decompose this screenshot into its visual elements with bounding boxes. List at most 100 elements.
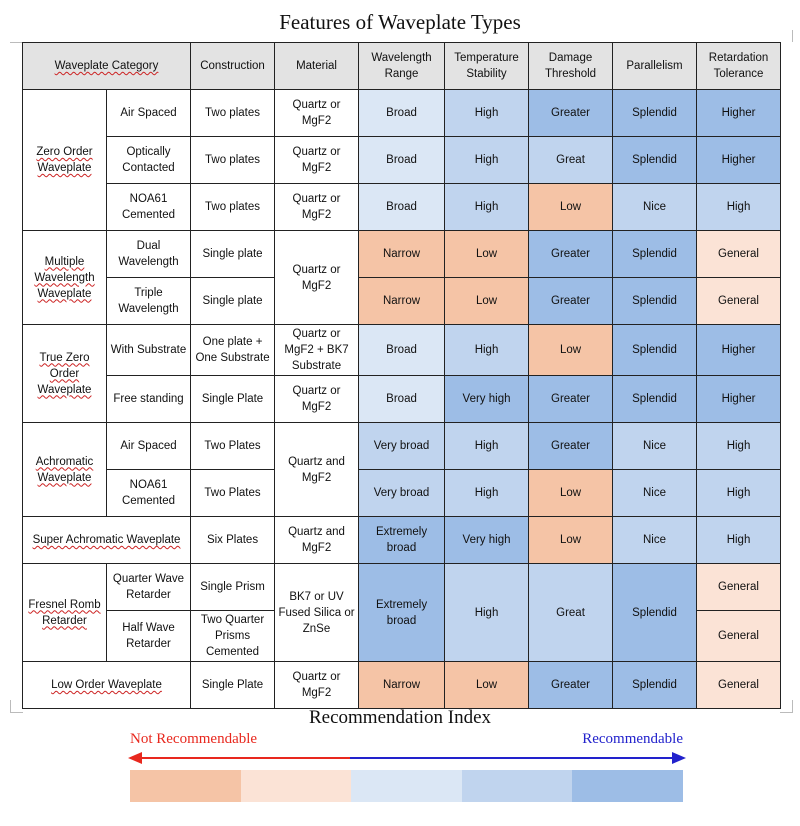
parallelism-cell: Splendid — [612, 89, 698, 137]
corner-mark — [780, 30, 793, 42]
corner-mark — [10, 700, 23, 713]
damage-cell: Great — [528, 563, 614, 662]
parallelism-cell: Splendid — [612, 563, 698, 662]
group-low-order: Low Order Waveplate — [21, 661, 192, 709]
subtype-cell: NOA61 Cemented — [105, 183, 192, 231]
damage-cell: Low — [528, 516, 614, 564]
retardation-cell: Higher — [696, 89, 782, 137]
waveplate-features-table: Waveplate Category Construction Material… — [21, 42, 782, 709]
temperature-cell: Very high — [444, 516, 530, 564]
group-true-zero-order: True Zero Order Waveplate — [22, 324, 107, 423]
wavelength-cell: Narrow — [358, 661, 446, 709]
temperature-cell: High — [444, 469, 530, 517]
temperature-cell: Low — [444, 277, 530, 325]
table-row: Multiple Wavelength Waveplate Dual Wavel… — [22, 230, 782, 325]
retardation-cell: High — [696, 183, 782, 231]
construction-cell: Single Plate — [190, 375, 276, 423]
temperature-cell: Very high — [444, 375, 530, 423]
recommendation-color-scale — [130, 770, 683, 802]
group-label: Low Order Waveplate — [51, 679, 162, 691]
recommendation-arrow-icon — [128, 752, 686, 764]
parallelism-cell: Nice — [612, 422, 698, 470]
wavelength-cell: Extremely broad — [358, 516, 446, 564]
subtype-cell: Half Wave Retarder — [105, 610, 192, 662]
material-cell: Quartz or MgF2 — [274, 375, 360, 423]
temperature-cell: High — [444, 183, 530, 231]
retardation-cell: General — [696, 610, 782, 662]
header-parallelism: Parallelism — [612, 42, 698, 90]
temperature-cell: Low — [444, 230, 530, 278]
table-row: Half Wave Retarder Two Quarter Prisms Ce… — [23, 610, 782, 662]
subtype-cell: Air Spaced — [105, 89, 192, 137]
damage-cell: Greater — [528, 230, 614, 278]
temperature-cell: Low — [444, 661, 530, 709]
damage-cell: Low — [528, 183, 614, 231]
parallelism-cell: Splendid — [612, 277, 698, 325]
temperature-cell: High — [444, 422, 530, 470]
retardation-cell: Higher — [696, 375, 782, 423]
material-cell: Quartz or MgF2 — [274, 661, 360, 709]
table-row: Super Achromatic Waveplate Six Plates Qu… — [21, 516, 782, 564]
temperature-cell: High — [444, 89, 530, 137]
group-label: Super Achromatic Waveplate — [32, 534, 181, 546]
header-category-text: Waveplate Category — [54, 60, 159, 72]
subtype-cell: Optically Contacted — [105, 136, 192, 184]
table-row: True Zero Order Waveplate With Substrate… — [22, 324, 782, 423]
material-cell: Quartz or MgF2 — [274, 183, 360, 231]
retardation-cell: General — [696, 563, 782, 611]
arrow-left-head — [128, 752, 142, 764]
subtype-cell: Quarter Wave Retarder — [105, 563, 192, 611]
construction-cell: Single plate — [190, 277, 276, 325]
construction-cell: Two Plates — [190, 422, 276, 470]
damage-cell: Greater — [528, 277, 614, 325]
construction-cell: Two Plates — [190, 469, 276, 517]
damage-cell: Great — [528, 136, 614, 184]
material-cell: Quartz or MgF2 — [274, 89, 360, 137]
group-achromatic: Achromatic Waveplate — [22, 422, 107, 517]
damage-cell: Greater — [528, 661, 614, 709]
retardation-cell: General — [696, 661, 782, 709]
construction-cell: Two plates — [190, 89, 276, 137]
retardation-cell: High — [696, 422, 782, 470]
wavelength-cell: Narrow — [358, 230, 446, 278]
page-title: Features of Waveplate Types — [279, 10, 521, 34]
group-fresnel-romb: Fresnel Romb Retarder — [22, 563, 107, 662]
retardation-cell: General — [696, 230, 782, 278]
scale-swatch-3 — [351, 770, 462, 802]
construction-cell: Six Plates — [190, 516, 276, 564]
scale-swatch-5 — [572, 770, 683, 802]
construction-cell: One plate + One Substrate — [190, 324, 276, 376]
subtype-cell: Free standing — [105, 375, 192, 423]
subtype-cell: NOA61 Cemented — [105, 469, 192, 517]
table-row: Zero Order Waveplate Air Spaced Two plat… — [22, 89, 782, 231]
material-cell: Quartz and MgF2 — [274, 422, 360, 517]
parallelism-cell: Splendid — [612, 324, 698, 376]
scale-swatch-4 — [461, 770, 573, 802]
temperature-cell: High — [444, 563, 530, 662]
header-damage: Damage Threshold — [528, 42, 614, 90]
header-material: Material — [274, 42, 360, 90]
table-row: Achromatic Waveplate Air Spaced Two Plat… — [22, 422, 782, 517]
corner-mark — [780, 700, 793, 713]
damage-cell: Greater — [528, 375, 614, 423]
parallelism-cell: Splendid — [612, 661, 698, 709]
header-category: Waveplate Category — [21, 42, 192, 90]
wavelength-cell: Broad — [358, 183, 446, 231]
material-cell: Quartz and MgF2 — [274, 516, 360, 564]
wavelength-cell: Narrow — [358, 277, 446, 325]
parallelism-cell: Splendid — [612, 230, 698, 278]
wavelength-cell: Extremely broad — [358, 563, 446, 662]
wavelength-cell: Broad — [358, 324, 446, 376]
group-label: True Zero Order Waveplate — [37, 351, 92, 396]
damage-cell: Low — [528, 469, 614, 517]
retardation-cell: General — [696, 277, 782, 325]
subtype-cell: With Substrate — [105, 324, 192, 376]
header-construction: Construction — [190, 42, 276, 90]
header-temperature: Temperature Stability — [444, 42, 530, 90]
material-cell: Quartz or MgF2 + BK7 Substrate — [274, 324, 360, 376]
group-label: Multiple Wavelength Waveplate — [34, 255, 95, 300]
construction-cell: Single Prism — [190, 563, 276, 611]
table-row: Low Order Waveplate Single Plate Quartz … — [21, 661, 782, 709]
construction-cell: Single Plate — [190, 661, 276, 709]
retardation-cell: High — [696, 469, 782, 517]
